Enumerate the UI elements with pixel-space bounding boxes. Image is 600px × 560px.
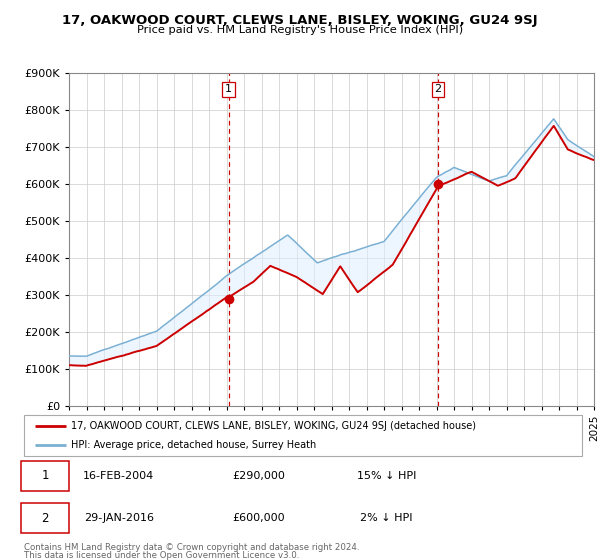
- Text: 2% ↓ HPI: 2% ↓ HPI: [361, 513, 413, 523]
- Text: £600,000: £600,000: [232, 513, 284, 523]
- FancyBboxPatch shape: [21, 503, 68, 533]
- Text: 1: 1: [225, 85, 232, 95]
- Text: 16-FEB-2004: 16-FEB-2004: [83, 471, 154, 481]
- Text: 2: 2: [434, 85, 442, 95]
- Text: 17, OAKWOOD COURT, CLEWS LANE, BISLEY, WOKING, GU24 9SJ (detached house): 17, OAKWOOD COURT, CLEWS LANE, BISLEY, W…: [71, 421, 476, 431]
- Text: Contains HM Land Registry data © Crown copyright and database right 2024.: Contains HM Land Registry data © Crown c…: [24, 543, 359, 552]
- Text: 1: 1: [41, 469, 49, 482]
- Text: 2: 2: [41, 512, 49, 525]
- Text: 29-JAN-2016: 29-JAN-2016: [84, 513, 154, 523]
- Text: HPI: Average price, detached house, Surrey Heath: HPI: Average price, detached house, Surr…: [71, 440, 317, 450]
- Text: Price paid vs. HM Land Registry's House Price Index (HPI): Price paid vs. HM Land Registry's House …: [137, 25, 463, 35]
- FancyBboxPatch shape: [21, 461, 68, 491]
- Text: £290,000: £290,000: [232, 471, 285, 481]
- Text: This data is licensed under the Open Government Licence v3.0.: This data is licensed under the Open Gov…: [24, 551, 299, 560]
- Text: 17, OAKWOOD COURT, CLEWS LANE, BISLEY, WOKING, GU24 9SJ: 17, OAKWOOD COURT, CLEWS LANE, BISLEY, W…: [62, 14, 538, 27]
- Text: 15% ↓ HPI: 15% ↓ HPI: [357, 471, 416, 481]
- FancyBboxPatch shape: [24, 416, 582, 456]
